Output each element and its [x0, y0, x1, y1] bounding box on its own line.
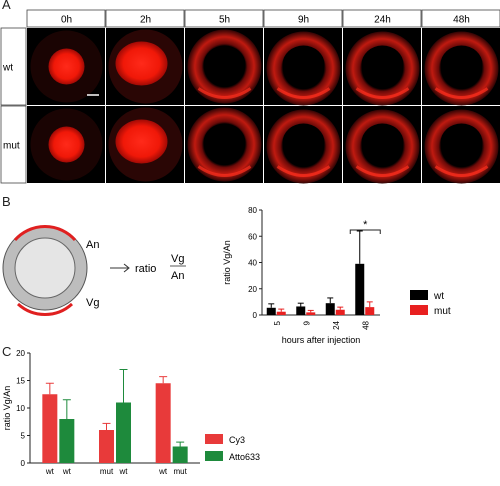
time-header-label: 2h — [140, 15, 151, 26]
time-header-cell — [184, 9, 264, 28]
time-header-cell — [421, 9, 500, 28]
animal-pole-arc — [13, 225, 77, 242]
y-tick-label: 0 — [253, 311, 258, 320]
vegetal-signal — [434, 87, 489, 99]
legend-label-atto633: Atto633 — [229, 452, 260, 462]
time-header-label: 0h — [61, 15, 72, 26]
embryo-cavity — [203, 45, 246, 84]
fraction-denominator: An — [171, 270, 184, 282]
vegetal-signal — [434, 165, 489, 177]
time-header-label: 9h — [298, 15, 309, 26]
y-tick-label: 20 — [248, 285, 257, 294]
panel-letter-a: A — [2, 0, 11, 12]
arrow-ratio-text: ratio — [135, 263, 156, 275]
significance-bracket — [349, 229, 381, 234]
legend-label-cy3: Cy3 — [229, 435, 245, 445]
vegetal-signal — [276, 87, 331, 99]
x-tick-label: wt — [62, 467, 72, 476]
embryo-cavity — [361, 123, 404, 162]
microscopy-grid: 0h 2h 5h 9h 24h 48h wt mut — [0, 9, 500, 184]
bar-mut — [335, 309, 345, 315]
time-header-label: 24h — [374, 15, 391, 26]
embryo-cavity — [361, 45, 404, 84]
vegetal-pole-arc — [16, 302, 74, 316]
bar-mut — [306, 312, 316, 315]
time-header-cell — [26, 9, 106, 28]
y-tick-label: 80 — [248, 206, 257, 215]
vegetal-signal — [355, 165, 410, 177]
x-tick-label: wt — [45, 467, 55, 476]
injection-blob — [115, 41, 168, 86]
x-tick-label: 9 — [302, 320, 311, 325]
bar-wt — [355, 263, 365, 315]
y-tick-label: 40 — [248, 259, 257, 268]
y-tick-label: 10 — [16, 404, 25, 413]
bar-cy3 — [155, 383, 171, 463]
x-tick-label: 24 — [332, 320, 341, 329]
x-tick-label: 48 — [361, 320, 370, 329]
bar-wt — [266, 307, 276, 315]
injection-blob — [115, 119, 168, 164]
fraction-numerator: Vg — [171, 253, 184, 265]
time-header-label: 5h — [219, 15, 230, 26]
y-tick-label: 20 — [16, 349, 25, 358]
bar-atto633 — [116, 402, 131, 463]
legend-swatch-cy3 — [205, 434, 223, 444]
label-an: An — [86, 239, 99, 251]
injection-blob — [48, 48, 85, 85]
x-tick-label: mut — [100, 467, 114, 476]
embryo-cavity — [282, 45, 325, 84]
x-tick-label: wt — [119, 467, 129, 476]
time-header-cell — [342, 9, 422, 28]
bar-mut — [276, 311, 286, 315]
x-tick-label: 5 — [273, 320, 282, 325]
x-axis-label: hours after injection — [282, 335, 361, 345]
y-tick-label: 0 — [21, 459, 26, 468]
y-axis-label: ratio Vg/An — [2, 386, 12, 431]
embryo-cavity — [203, 123, 246, 162]
embryo-inner-circle — [14, 237, 76, 299]
panel-letter-b: B — [2, 194, 11, 209]
bar-mut — [365, 307, 375, 315]
vegetal-signal — [276, 165, 331, 177]
legend-label-wt: wt — [433, 291, 444, 302]
legend-swatch-atto633 — [205, 451, 223, 461]
y-tick-label: 15 — [16, 377, 25, 386]
row-label-cell — [0, 27, 27, 106]
y-axis-label: ratio Vg/An — [222, 240, 232, 285]
embryo-cavity — [440, 45, 483, 84]
bar-cy3 — [99, 430, 114, 463]
y-tick-label: 60 — [248, 232, 257, 241]
injection-blob — [48, 126, 85, 163]
row-label-cell — [0, 105, 27, 184]
ratio-schematic: An Vg ratio Vg An — [2, 225, 186, 316]
time-header-cell — [263, 9, 343, 28]
vegetal-signal — [355, 87, 410, 99]
time-header-cell — [105, 9, 185, 28]
legend-swatch-mut — [410, 305, 428, 315]
significance-marker: * — [363, 219, 368, 231]
panel-letter-c: C — [2, 344, 12, 359]
bar-atto633 — [59, 419, 75, 463]
bar-cy3 — [42, 394, 58, 463]
legend-label-mut: mut — [434, 306, 451, 317]
time-header-label: 48h — [453, 15, 470, 26]
x-tick-label: wt — [158, 467, 168, 476]
bar-wt — [325, 303, 335, 315]
bar-wt — [296, 306, 306, 315]
y-tick-label: 5 — [21, 432, 26, 441]
legend-swatch-wt — [410, 290, 428, 300]
label-vg: Vg — [86, 297, 99, 309]
arrow-head — [123, 263, 130, 273]
x-tick-label: mut — [173, 467, 187, 476]
row-label: mut — [3, 141, 20, 152]
row-label: wt — [2, 63, 13, 74]
bar-atto633 — [172, 446, 188, 463]
embryo-cavity — [440, 123, 483, 162]
vegetal-signal — [197, 87, 252, 99]
embryo-cavity — [282, 123, 325, 162]
vegetal-signal — [197, 165, 252, 177]
